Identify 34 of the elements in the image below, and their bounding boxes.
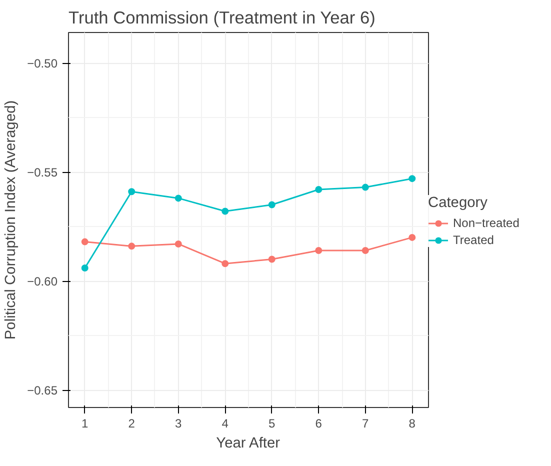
point	[315, 247, 322, 254]
x-tick-label: 4	[222, 416, 229, 430]
x-tick-label: 1	[82, 416, 89, 430]
point	[128, 188, 136, 196]
x-tick-label: 2	[128, 416, 136, 430]
point	[222, 260, 229, 268]
y-tick-label: −0.65	[27, 384, 58, 398]
point	[81, 238, 88, 246]
y-axis-title: Political Corruption Index (Averaged)	[3, 100, 20, 340]
y-tick-label: −0.60	[27, 274, 58, 289]
y-tick-label: −0.50	[27, 56, 58, 71]
point	[362, 184, 369, 191]
legend-title: Category	[428, 195, 488, 211]
point	[408, 175, 416, 182]
point	[315, 186, 322, 193]
point	[362, 247, 369, 254]
point	[268, 201, 276, 208]
point	[408, 234, 416, 241]
chart-title: Truth Commission (Treatment in Year 6)	[68, 8, 376, 28]
x-tick-label: 7	[362, 416, 370, 430]
x-tick-label: 5	[268, 416, 276, 430]
point	[222, 208, 229, 215]
legend-label: Non−treated	[453, 216, 520, 230]
x-tick-label: 8	[408, 416, 416, 430]
x-tick-label: 6	[315, 416, 322, 430]
legend-label: Treated	[453, 233, 494, 247]
point	[174, 240, 182, 248]
x-axis-title: Year After	[216, 436, 280, 452]
point	[81, 264, 88, 272]
point	[268, 256, 276, 263]
point	[128, 242, 136, 250]
point	[174, 194, 182, 202]
y-tick-label: −0.55	[27, 166, 58, 180]
x-tick-label: 3	[175, 416, 182, 430]
